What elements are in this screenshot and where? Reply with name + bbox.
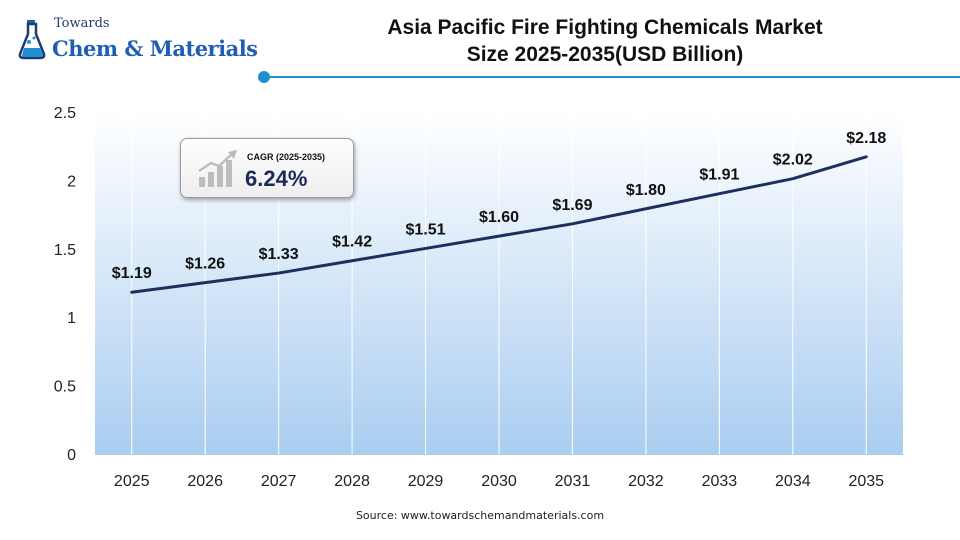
cagr-callout: CAGR (2025-2035) 6.24% bbox=[180, 138, 354, 198]
data-label: $1.69 bbox=[552, 197, 592, 214]
data-labels: $1.19 $1.26 $1.33 $1.42 $1.51 $1.60 $1.69 $1.80… bbox=[112, 130, 887, 282]
x-tick-label: 2025 bbox=[114, 473, 150, 490]
cagr-label: CAGR (2025-2035) bbox=[247, 152, 326, 162]
data-label: $2.18 bbox=[846, 130, 886, 147]
header-divider-dot bbox=[258, 71, 270, 83]
y-tick-label: 1.5 bbox=[54, 242, 76, 259]
y-tick-label: 2 bbox=[67, 173, 76, 190]
flask-icon bbox=[18, 20, 46, 60]
data-label: $1.26 bbox=[185, 256, 225, 273]
logo-line-1: Towards bbox=[54, 16, 110, 31]
y-tick-label: 0 bbox=[67, 447, 76, 464]
data-label: $1.33 bbox=[259, 246, 299, 263]
data-label: $1.91 bbox=[699, 167, 739, 184]
chart-title-line-2: Size 2025-2035(USD Billion) bbox=[466, 43, 744, 66]
chart-title: Asia Pacific Fire Fighting Chemicals Mar… bbox=[340, 14, 870, 68]
data-label: $1.51 bbox=[406, 221, 446, 238]
x-tick-label: 2027 bbox=[261, 473, 297, 490]
data-label: $2.02 bbox=[773, 152, 813, 169]
series bbox=[130, 155, 868, 294]
x-tick-label: 2033 bbox=[702, 473, 738, 490]
data-label: $1.60 bbox=[479, 209, 519, 226]
x-tick-label: 2028 bbox=[334, 473, 370, 490]
x-tick-label: 2034 bbox=[775, 473, 811, 490]
data-label: $1.80 bbox=[626, 182, 666, 199]
chart-title-line-1: Asia Pacific Fire Fighting Chemicals Mar… bbox=[387, 16, 823, 39]
data-label: $1.19 bbox=[112, 265, 152, 282]
x-tick-label: 2030 bbox=[481, 473, 517, 490]
y-tick-label: 0.5 bbox=[54, 379, 76, 396]
x-tick-label: 2032 bbox=[628, 473, 664, 490]
x-tick-label: 2026 bbox=[187, 473, 223, 490]
y-tick-label: 1 bbox=[67, 310, 76, 327]
series-line bbox=[130, 155, 868, 294]
logo-line-2: Chem & Materials bbox=[52, 36, 258, 61]
x-tick-label: 2031 bbox=[555, 473, 591, 490]
axes: 0 0.5 1 1.5 2 2.5 2025 2026 2027 2028 2029 2030 2031… bbox=[54, 105, 884, 490]
source-note: Source: www.towardschemandmaterials.com bbox=[355, 509, 605, 522]
logo: Towards Chem & Materials bbox=[14, 14, 258, 66]
x-tick-label: 2029 bbox=[408, 473, 444, 490]
x-tick-label: 2035 bbox=[848, 473, 884, 490]
growth-bars-icon bbox=[198, 150, 237, 187]
data-label: $1.42 bbox=[332, 234, 372, 251]
y-tick-label: 2.5 bbox=[54, 105, 76, 122]
cagr-value: 6.24% bbox=[245, 166, 308, 191]
